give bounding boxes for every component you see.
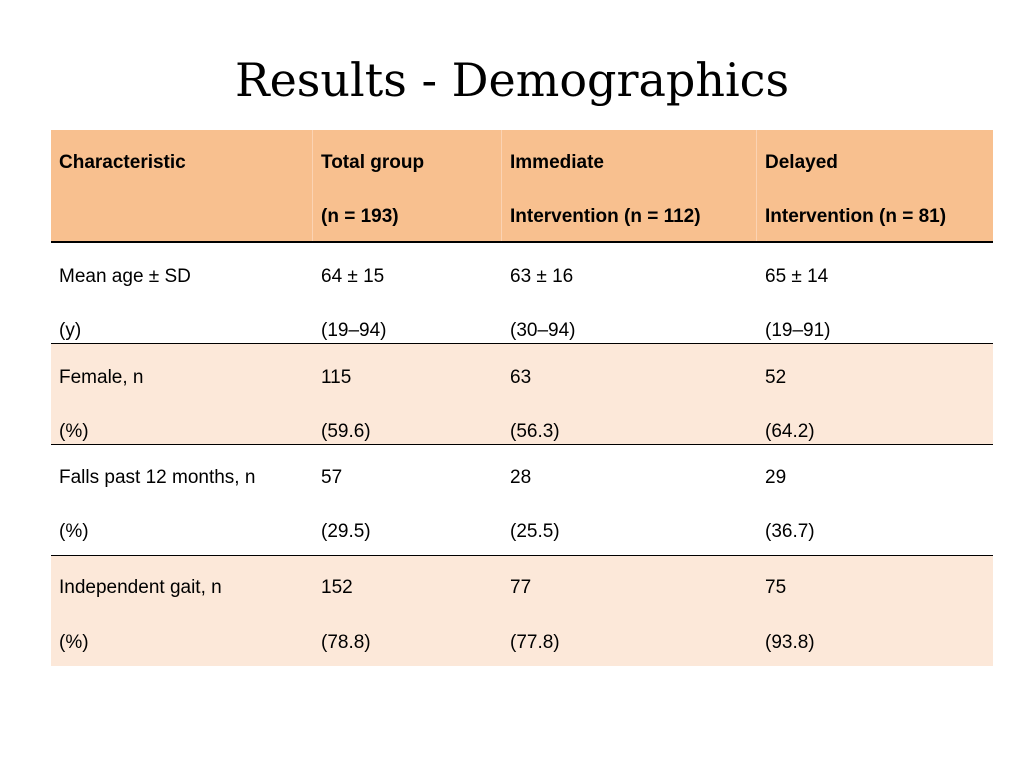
cell-subvalue: (19–94)	[321, 320, 387, 341]
header-sublabel: Intervention (n = 81)	[765, 206, 947, 227]
cell-value: 77	[510, 577, 532, 598]
header-total-group: Total group (n = 193)	[313, 130, 502, 241]
table-cell: 115 (59.6)	[313, 344, 502, 444]
cell-subvalue: (77.8)	[510, 632, 560, 653]
cell-value: 57	[321, 467, 343, 488]
table-cell: 75 (93.8)	[757, 556, 993, 666]
cell-subvalue: (%)	[59, 521, 89, 542]
cell-value: 152	[321, 577, 353, 598]
table-cell: Mean age ± SD (y)	[51, 243, 313, 343]
table-cell: 57 (29.5)	[313, 445, 502, 555]
cell-value: 64 ± 15	[321, 266, 385, 287]
header-immediate: Immediate Intervention (n = 112)	[502, 130, 757, 241]
cell-subvalue: (%)	[59, 632, 89, 653]
table-cell: Female, n (%)	[51, 344, 313, 444]
cell-subvalue: (y)	[59, 320, 82, 341]
cell-subvalue: (30–94)	[510, 320, 576, 341]
cell-value: Mean age ± SD	[59, 266, 191, 287]
cell-subvalue: (19–91)	[765, 320, 831, 341]
cell-value: 63 ± 16	[510, 266, 574, 287]
cell-value: 65 ± 14	[765, 266, 829, 287]
table-cell: 65 ± 14 (19–91)	[757, 243, 993, 343]
cell-value: 115	[321, 367, 352, 388]
cell-value: 52	[765, 367, 787, 388]
cell-value: 28	[510, 467, 532, 488]
cell-subvalue: (78.8)	[321, 632, 371, 653]
demographics-table: Characteristic Total group (n = 193) Imm…	[51, 130, 993, 666]
slide-title: Results - Demographics	[234, 53, 790, 107]
table-row-falls: Falls past 12 months, n (%) 57 (29.5) 28…	[51, 445, 993, 556]
table-cell: 64 ± 15 (19–94)	[313, 243, 502, 343]
table-header-row: Characteristic Total group (n = 193) Imm…	[51, 130, 993, 243]
cell-value: Falls past 12 months, n	[59, 467, 256, 488]
table-cell: 63 ± 16 (30–94)	[502, 243, 757, 343]
header-label: Characteristic	[59, 152, 186, 173]
table-cell: Falls past 12 months, n (%)	[51, 445, 313, 555]
cell-value: 63	[510, 367, 532, 388]
cell-value: Independent gait, n	[59, 577, 222, 598]
cell-subvalue: (29.5)	[321, 521, 371, 542]
cell-subvalue: (93.8)	[765, 632, 815, 653]
cell-value: 75	[765, 577, 787, 598]
header-label: Delayed	[765, 152, 838, 173]
table-row-female: Female, n (%) 115 (59.6) 63 (56.3) 52 (6…	[51, 344, 993, 445]
table-cell: Independent gait, n (%)	[51, 556, 313, 666]
cell-subvalue: (64.2)	[765, 421, 815, 442]
cell-subvalue: (59.6)	[321, 421, 371, 442]
table-cell: 63 (56.3)	[502, 344, 757, 444]
cell-subvalue: (36.7)	[765, 521, 815, 542]
table-row-independent-gait: Independent gait, n (%) 152 (78.8) 77 (7…	[51, 556, 993, 666]
header-label: Total group	[321, 152, 425, 173]
table-row-mean-age: Mean age ± SD (y) 64 ± 15 (19–94) 63 ± 1…	[51, 243, 993, 344]
header-label: Immediate	[510, 152, 604, 173]
cell-subvalue: (%)	[59, 421, 89, 442]
cell-subvalue: (25.5)	[510, 521, 560, 542]
header-delayed: Delayed Intervention (n = 81)	[757, 130, 993, 241]
cell-value: 29	[765, 467, 787, 488]
cell-subvalue: (56.3)	[510, 421, 560, 442]
table-cell: 52 (64.2)	[757, 344, 993, 444]
cell-value: Female, n	[59, 367, 144, 388]
header-characteristic: Characteristic	[51, 130, 313, 241]
table-cell: 152 (78.8)	[313, 556, 502, 666]
table-cell: 77 (77.8)	[502, 556, 757, 666]
table-cell: 29 (36.7)	[757, 445, 993, 555]
table-cell: 28 (25.5)	[502, 445, 757, 555]
header-sublabel: Intervention (n = 112)	[510, 206, 701, 227]
header-sublabel: (n = 193)	[321, 206, 399, 227]
